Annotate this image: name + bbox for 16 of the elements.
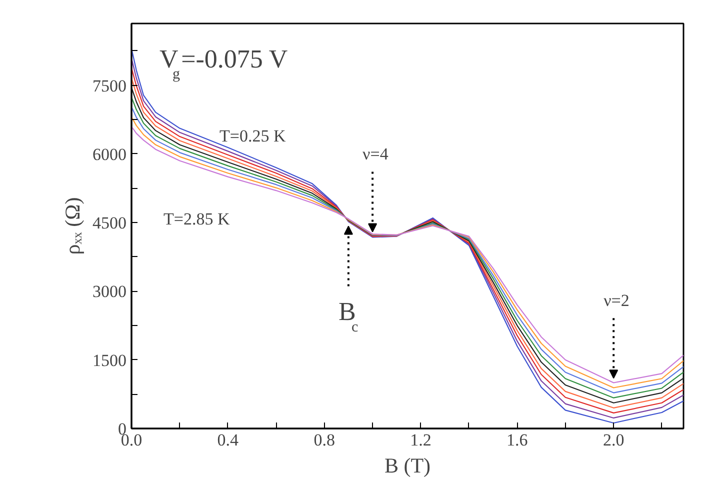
annotation: ν=2 [604, 291, 630, 310]
annotation: T=2.85 K [164, 210, 230, 228]
x-tick-label: 1.2 [410, 430, 432, 450]
annotation: ν=4 [362, 144, 389, 164]
y-tick-label: 6000 [92, 144, 126, 164]
y-tick-label: 3000 [92, 282, 126, 302]
y-tick-label: 7500 [92, 76, 126, 96]
x-tick-label: 1.6 [506, 430, 528, 450]
annotation: T=0.25 K [220, 126, 286, 146]
y-axis-title: ρₓₓ (Ω) [60, 197, 84, 255]
x-tick-label: 0.4 [217, 430, 240, 450]
y-tick-label: 4500 [92, 214, 126, 233]
x-axis-title: B (T) [384, 454, 431, 478]
y-tick-label: 1500 [92, 350, 126, 370]
x-tick-label: 2.0 [602, 430, 624, 450]
x-tick-label: 0.8 [314, 430, 335, 450]
